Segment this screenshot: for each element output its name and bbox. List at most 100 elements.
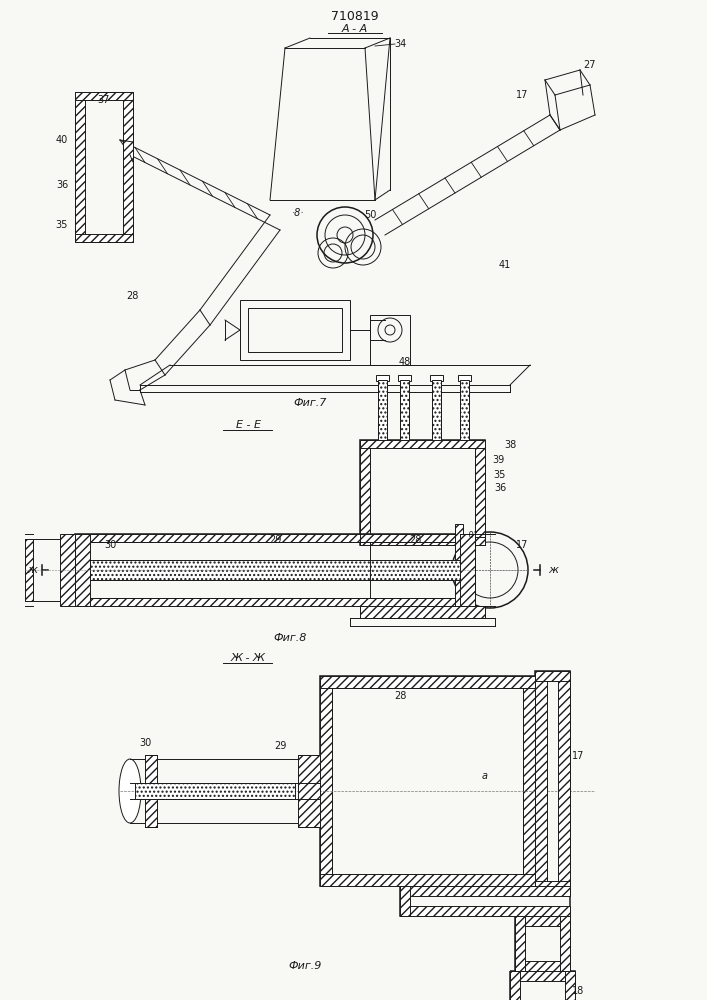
Text: Ж - Ж: Ж - Ж (230, 653, 266, 663)
Bar (248, 308, 342, 352)
Text: ж: ж (27, 565, 37, 575)
Bar (430, 375, 443, 381)
Bar (400, 886, 410, 916)
Bar (515, 916, 525, 971)
Bar (400, 886, 570, 916)
Bar (60, 534, 75, 606)
Bar (400, 380, 409, 440)
Bar (400, 380, 409, 440)
Bar (370, 315, 410, 365)
Text: 37: 37 (98, 95, 110, 105)
Text: ·8·: ·8· (292, 208, 304, 218)
Bar (523, 676, 535, 886)
Bar (135, 783, 295, 799)
Text: 35: 35 (493, 470, 506, 480)
Text: 39: 39 (492, 455, 504, 465)
Bar (432, 380, 441, 440)
Bar (432, 380, 441, 440)
Bar (535, 671, 570, 681)
Bar (360, 440, 370, 545)
Bar (400, 886, 570, 896)
Text: А - А: А - А (342, 24, 368, 34)
Text: 41: 41 (499, 260, 511, 270)
Bar (510, 971, 575, 981)
Bar (75, 598, 460, 606)
Bar (320, 874, 535, 886)
Bar (90, 560, 460, 580)
Text: Фиг.9: Фиг.9 (288, 961, 322, 971)
Bar (75, 92, 133, 100)
Text: 28: 28 (409, 535, 421, 545)
Bar (515, 916, 570, 926)
Bar (376, 375, 389, 381)
Bar (455, 524, 463, 616)
Bar (515, 916, 570, 971)
Bar (298, 755, 320, 827)
Bar (565, 971, 575, 1000)
Bar (75, 234, 133, 242)
Bar (400, 906, 570, 916)
Text: 30: 30 (104, 540, 116, 550)
Bar (75, 534, 90, 606)
Bar (75, 92, 85, 242)
Bar (123, 92, 133, 242)
Text: 17: 17 (516, 90, 528, 100)
Text: 27: 27 (584, 60, 596, 70)
Bar (460, 534, 475, 606)
Text: 29: 29 (274, 741, 286, 751)
Text: 40: 40 (56, 135, 68, 145)
Bar (360, 537, 485, 545)
Bar (510, 971, 520, 1000)
Text: 28: 28 (126, 291, 138, 301)
Text: ·0": ·0" (466, 532, 478, 540)
Bar (378, 380, 387, 440)
Text: 36: 36 (56, 180, 68, 190)
Bar (145, 755, 157, 827)
Text: 38: 38 (504, 440, 516, 450)
Bar (558, 671, 570, 891)
Text: Фиг.8: Фиг.8 (274, 633, 307, 643)
Bar (378, 380, 387, 440)
Bar (320, 676, 535, 886)
Text: 35: 35 (56, 220, 68, 230)
Text: 30: 30 (139, 738, 151, 748)
Text: 34: 34 (394, 39, 406, 49)
Bar (370, 448, 475, 537)
Text: 48: 48 (399, 357, 411, 367)
Bar (515, 961, 570, 971)
Bar (320, 676, 332, 886)
Bar (360, 440, 485, 545)
Text: 17: 17 (516, 540, 528, 550)
Bar (240, 300, 350, 360)
Bar (75, 534, 460, 542)
Bar (460, 380, 469, 440)
Bar (320, 676, 535, 688)
Text: 29: 29 (269, 535, 281, 545)
Text: Е - Е: Е - Е (235, 420, 260, 430)
Bar (360, 606, 485, 618)
Bar (535, 671, 570, 891)
Text: 17: 17 (572, 751, 584, 761)
Bar (510, 971, 575, 1000)
Bar (360, 440, 485, 448)
Bar (80, 97, 128, 237)
Ellipse shape (119, 759, 141, 823)
Text: 18: 18 (572, 986, 584, 996)
Text: Фиг.7: Фиг.7 (293, 398, 327, 408)
Bar (460, 380, 469, 440)
Bar (560, 916, 570, 971)
Text: 710819: 710819 (331, 10, 379, 23)
Text: 28: 28 (394, 691, 407, 701)
Bar (475, 440, 485, 545)
Bar (75, 92, 133, 242)
Text: ж: ж (548, 565, 558, 575)
Bar (25, 539, 33, 601)
Bar (332, 688, 523, 874)
Bar (535, 671, 547, 891)
Text: 36: 36 (494, 483, 506, 493)
Bar (398, 375, 411, 381)
Text: a: a (482, 771, 488, 781)
Bar (458, 375, 471, 381)
Text: 50: 50 (364, 210, 376, 220)
Bar (535, 881, 570, 891)
